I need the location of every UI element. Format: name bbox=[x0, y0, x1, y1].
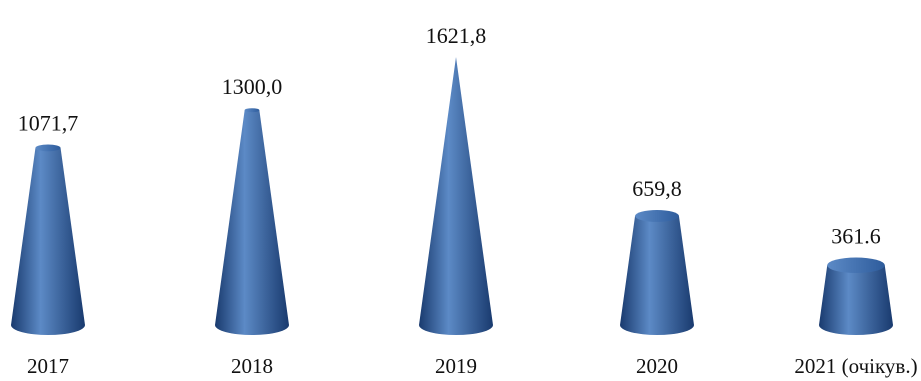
bars-group bbox=[11, 57, 893, 335]
cone-bar-body bbox=[419, 57, 493, 335]
x-tick-label: 2021 (очікув.) bbox=[794, 354, 917, 378]
x-tick-label: 2017 bbox=[27, 354, 69, 378]
cone-bar-body bbox=[819, 265, 893, 335]
x-tick-label: 2020 bbox=[636, 354, 678, 378]
cone-bar bbox=[11, 144, 85, 335]
value-labels-group: 1071,7 1300,0 1621,8 659,8 361.6 bbox=[18, 23, 881, 248]
bar-value-label: 361.6 bbox=[831, 223, 881, 248]
cone-bar bbox=[419, 57, 493, 335]
cone-bar bbox=[215, 108, 289, 335]
cone-bar-body bbox=[215, 110, 289, 335]
cone-bar-top bbox=[635, 210, 679, 222]
bar-value-label: 1621,8 bbox=[426, 23, 487, 48]
x-tick-label: 2018 bbox=[231, 354, 273, 378]
cone-bar-body bbox=[620, 215, 694, 335]
x-tick-labels-group: 2017 2018 2019 2020 2021 (очікув.) bbox=[27, 354, 918, 378]
cone-bar-body bbox=[11, 147, 85, 335]
cone-bar-top bbox=[244, 108, 260, 113]
cone-bar bbox=[620, 210, 694, 335]
cone-bar-top bbox=[827, 257, 885, 274]
bar-value-label: 1300,0 bbox=[222, 74, 283, 99]
x-tick-label: 2019 bbox=[435, 354, 477, 378]
bar-value-label: 1071,7 bbox=[18, 111, 79, 136]
cone-bar-top bbox=[35, 144, 61, 152]
cone-bar bbox=[819, 257, 893, 335]
bar-value-label: 659,8 bbox=[632, 176, 682, 201]
